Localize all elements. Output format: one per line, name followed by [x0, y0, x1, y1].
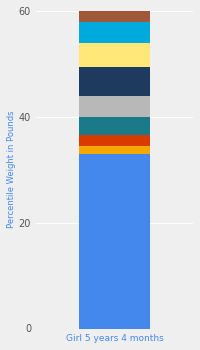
Bar — [79, 66, 150, 96]
Bar — [79, 146, 150, 154]
Bar — [79, 96, 150, 117]
Y-axis label: Percentile Weight in Pounds: Percentile Weight in Pounds — [7, 111, 16, 229]
Bar — [79, 3, 150, 22]
Bar — [79, 117, 150, 135]
Bar — [79, 135, 150, 146]
Bar — [79, 22, 150, 43]
Bar — [79, 154, 150, 329]
Bar — [79, 43, 150, 66]
